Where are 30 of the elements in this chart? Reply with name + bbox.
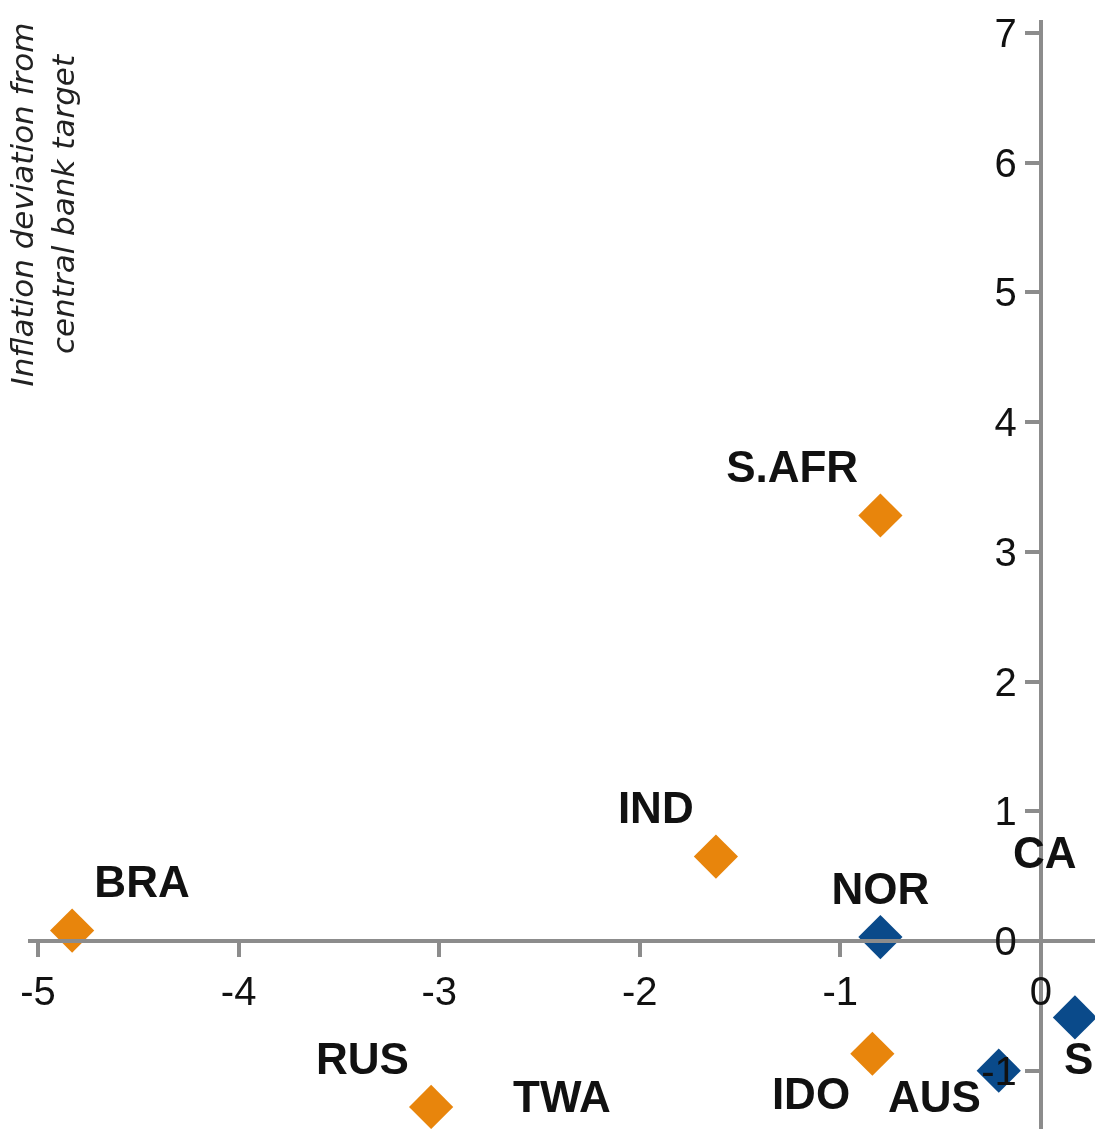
point — [693, 834, 739, 879]
data-label: IDO — [771, 1069, 851, 1119]
y-tick-label: 5 — [994, 270, 1017, 315]
point — [409, 1084, 454, 1129]
y-tick-label: -1 — [981, 1048, 1017, 1093]
y-tick-label: 0 — [994, 918, 1017, 963]
annotation: AUS — [888, 1072, 981, 1121]
y-tick-label: 7 — [994, 10, 1017, 55]
x-tick-label: -4 — [220, 968, 257, 1013]
y-tick-label: 4 — [994, 400, 1017, 445]
x-tick-label: -1 — [822, 968, 859, 1013]
data-label: S.AFR — [726, 442, 859, 492]
point — [1052, 995, 1095, 1040]
y-tick-label: 6 — [994, 140, 1017, 185]
point — [850, 1031, 895, 1076]
y-axis-title: Inflation deviation from central bank target — [4, 22, 81, 387]
annotation: TWA — [513, 1072, 611, 1121]
y-tick-label: 2 — [994, 659, 1017, 704]
x-tick-label: -5 — [20, 968, 56, 1013]
data-label: IND — [617, 783, 694, 833]
x-tick-label: 0 — [1029, 968, 1052, 1013]
data-label: NOR — [831, 863, 930, 913]
point — [858, 493, 903, 538]
data-label: RUS — [315, 1033, 409, 1083]
x-tick-label: -2 — [621, 968, 658, 1013]
point — [50, 908, 95, 953]
annotation: S — [1064, 1034, 1094, 1083]
x-tick-label: -3 — [421, 968, 457, 1013]
data-label: BRA — [94, 857, 190, 907]
y-tick-label: 3 — [994, 529, 1017, 574]
